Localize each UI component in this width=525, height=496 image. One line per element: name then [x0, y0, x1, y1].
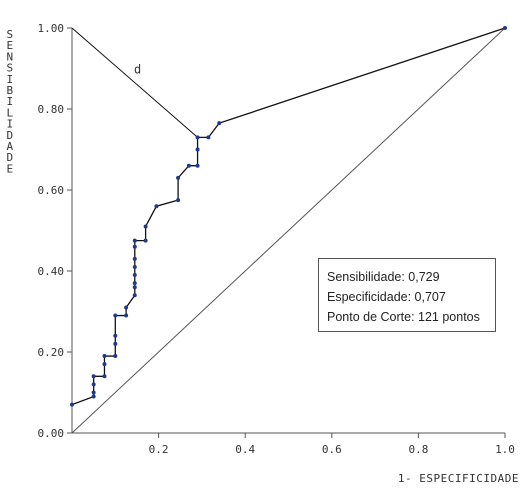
- sensitivity-annotation: Sensibilidade: 0,729: [327, 267, 495, 287]
- roc-point: [133, 293, 137, 297]
- reference-diagonal-line: [72, 28, 505, 433]
- roc-point: [133, 281, 137, 285]
- roc-point: [154, 204, 158, 208]
- x-tick-label: 0.2: [149, 443, 169, 456]
- roc-point: [92, 382, 96, 386]
- roc-point: [102, 362, 106, 366]
- x-tick-label: 1.0: [495, 443, 515, 456]
- roc-point: [144, 224, 148, 228]
- roc-point: [196, 135, 200, 139]
- roc-point: [124, 305, 128, 309]
- y-tick-label: 0.40: [38, 265, 65, 278]
- roc-point: [196, 164, 200, 168]
- roc-point: [70, 403, 74, 407]
- roc-point: [187, 164, 191, 168]
- roc-point: [113, 334, 117, 338]
- x-tick-label: 0.4: [235, 443, 255, 456]
- x-axis-title: 1- ESPECIFICIDADE: [398, 472, 519, 485]
- y-tick-label: 0.00: [38, 427, 65, 440]
- roc-point: [206, 135, 210, 139]
- roc-point: [133, 257, 137, 261]
- roc-point: [144, 239, 148, 243]
- y-axis-title-letter: E: [6, 162, 13, 175]
- roc-point: [217, 121, 221, 125]
- roc-point: [102, 374, 106, 378]
- y-ticks: 0.00 0.20 0.40 0.60 0.80 1.00: [38, 22, 73, 440]
- x-tick-label: 0.6: [322, 443, 342, 456]
- roc-point: [176, 176, 180, 180]
- roc-point: [133, 273, 137, 277]
- roc-point: [92, 374, 96, 378]
- roc-point: [113, 314, 117, 318]
- x-tick-label: 0.8: [408, 443, 428, 456]
- roc-point: [133, 239, 137, 243]
- cutoff-annotation: Ponto de Corte: 121 pontos: [327, 307, 495, 327]
- y-tick-label: 0.60: [38, 184, 65, 197]
- specificity-annotation: Especificidade: 0,707: [327, 287, 495, 307]
- roc-point: [176, 198, 180, 202]
- roc-point: [124, 314, 128, 318]
- roc-point: [92, 395, 96, 399]
- roc-point: [133, 285, 137, 289]
- x-ticks: 0.2 0.4 0.6 0.8 1.0: [149, 433, 515, 456]
- roc-point: [102, 354, 106, 358]
- roc-point: [113, 342, 117, 346]
- y-tick-label: 1.00: [38, 22, 65, 35]
- roc-point: [196, 148, 200, 152]
- roc-point: [113, 354, 117, 358]
- roc-point: [133, 265, 137, 269]
- cutoff-annotation-box: Sensibilidade: 0,729 Especificidade: 0,7…: [318, 258, 496, 332]
- roc-point: [133, 245, 137, 249]
- distance-label: d: [134, 62, 141, 76]
- roc-point: [503, 26, 507, 30]
- distance-line: [72, 28, 198, 137]
- roc-point: [92, 391, 96, 395]
- y-tick-label: 0.80: [38, 103, 65, 116]
- y-tick-label: 0.20: [38, 346, 65, 359]
